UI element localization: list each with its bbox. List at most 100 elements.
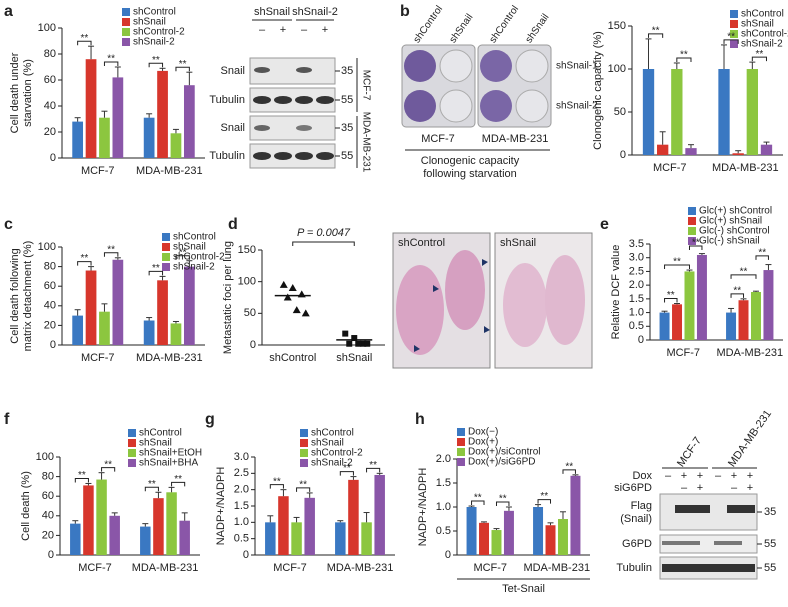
plates-b — [401, 44, 552, 151]
bar — [143, 117, 155, 158]
point — [355, 340, 362, 347]
legend-swatch — [162, 233, 170, 241]
bar — [157, 280, 168, 345]
bar — [763, 270, 774, 340]
band — [675, 505, 710, 513]
y-tick-label: 0 — [48, 549, 54, 561]
y-tick-label: 2.0 — [436, 453, 451, 465]
y-tick-label: 2.0 — [629, 279, 644, 291]
y-tick-label: 100 — [238, 276, 256, 288]
bar — [265, 522, 276, 555]
significance-bracket — [148, 270, 164, 276]
significance-bracket — [730, 274, 757, 279]
significance-bracket — [101, 467, 116, 472]
significance-bracket — [664, 264, 690, 270]
significance-label: ** — [78, 470, 86, 481]
significance-bracket — [537, 499, 552, 504]
x-tick-label: MDA-MB-231 — [327, 562, 394, 574]
bar — [750, 292, 761, 340]
y-tick-label: 1.5 — [436, 477, 451, 489]
bar — [166, 492, 177, 555]
well — [404, 50, 436, 82]
legend-label: shSnail — [133, 17, 166, 28]
y-tick-label: 0 — [250, 339, 256, 351]
y-tick-label: 40 — [44, 100, 56, 112]
cell-label: MDA-MB-231 — [482, 133, 549, 145]
band — [714, 541, 742, 545]
cell-label: MCF-7 — [675, 435, 704, 469]
marker-label: 55 — [341, 94, 353, 106]
bar — [760, 144, 773, 155]
significance-label: ** — [107, 54, 115, 65]
legend-label: Glc(-) shSnail — [699, 236, 760, 247]
legend-label: shSnail-2 — [311, 458, 353, 469]
legend-label: shSnail-2 — [173, 262, 215, 273]
band — [253, 96, 271, 104]
bar — [361, 522, 372, 555]
band — [296, 125, 312, 131]
bar — [545, 525, 556, 555]
tissue — [445, 250, 485, 330]
group-label: Tet-Snail — [502, 583, 545, 595]
significance-bracket — [269, 484, 284, 489]
y-axis-label: Clonogenic capacity (%) — [592, 31, 604, 150]
bar — [72, 121, 84, 158]
y-tick-label: 1.0 — [436, 501, 451, 513]
legend-label: shSnail-2 — [741, 39, 783, 50]
significance-label: ** — [369, 460, 377, 471]
legend-label: shControl-2 — [133, 27, 185, 38]
blot-row-label: Tubulin — [209, 150, 245, 162]
panel-label: e — [600, 216, 609, 233]
significance-bracket — [77, 261, 92, 266]
significance-bracket — [366, 467, 381, 473]
significance-bracket — [175, 66, 190, 72]
y-tick-label: 0 — [50, 152, 56, 164]
well — [515, 89, 549, 123]
legend-label: shSnail-2 — [133, 37, 175, 48]
significance-bracket — [471, 500, 485, 506]
legend-swatch — [730, 20, 738, 28]
legend-label: shControl — [139, 428, 182, 439]
bar — [85, 270, 97, 345]
legend-label: shControl-2 — [741, 29, 788, 40]
well — [439, 89, 473, 123]
tissue — [503, 263, 547, 347]
cell-label: MDA-MB-231 — [360, 112, 371, 173]
marker-label: 55 — [764, 562, 776, 574]
lane-label: – — [665, 470, 672, 482]
legend-swatch — [162, 263, 170, 271]
y-tick-label: 0.5 — [436, 525, 451, 537]
legend-label: shSnail — [311, 438, 344, 449]
legend-swatch — [730, 40, 738, 48]
legend-label: Dox(−) — [468, 427, 498, 438]
bar — [109, 515, 120, 555]
bar — [291, 522, 302, 555]
blot-h — [659, 493, 758, 580]
y-tick-label: 80 — [42, 471, 54, 483]
column-label: shControl — [412, 4, 446, 45]
point — [346, 340, 353, 347]
y-tick-label: 0 — [50, 339, 56, 351]
blot-row-label: Snail — [221, 122, 245, 134]
bar — [96, 479, 107, 555]
legend-swatch — [457, 458, 465, 466]
marker-label: 35 — [341, 122, 353, 134]
tissue — [396, 265, 444, 355]
band — [274, 96, 292, 104]
column-label: shSnail — [524, 12, 552, 45]
bar — [183, 266, 195, 345]
significance-bracket — [648, 33, 664, 38]
lane-label: – — [715, 470, 722, 482]
caption: Clonogenic capacity — [421, 155, 520, 167]
lane-label: + — [697, 470, 703, 482]
legend-swatch — [688, 237, 696, 245]
legend-label: Dox(+) — [468, 437, 498, 448]
blot-row-label: G6PD — [622, 538, 652, 550]
y-axis-label: Metastatic foci per lung — [222, 241, 234, 354]
significance-bracket — [292, 241, 355, 246]
column-label: shControl — [488, 4, 522, 45]
legend-swatch — [128, 439, 136, 447]
lane-label: – — [259, 24, 266, 36]
significance-bracket — [723, 39, 739, 44]
